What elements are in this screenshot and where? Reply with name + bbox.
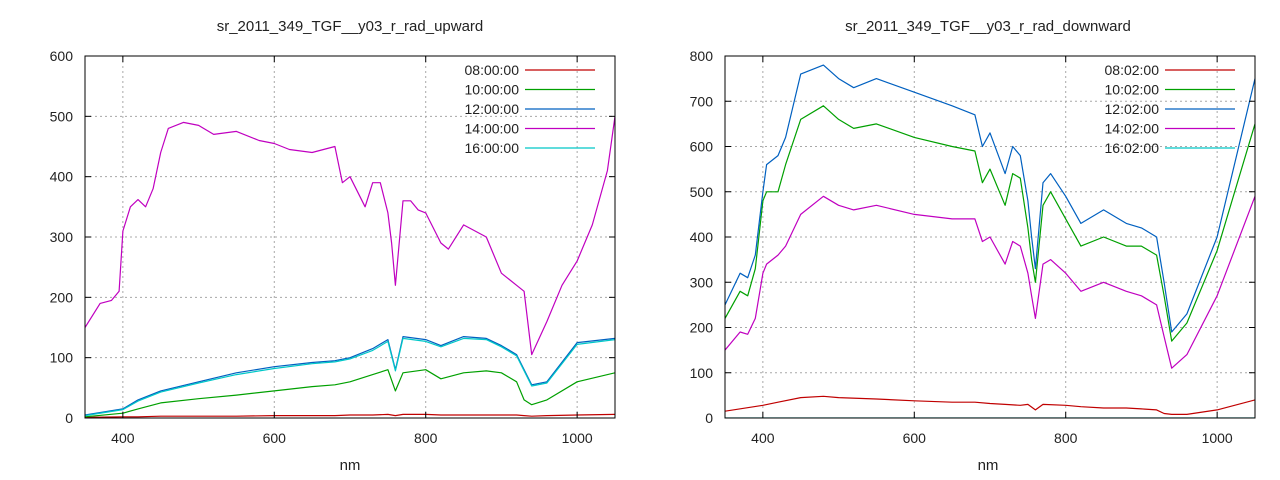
x-tick-label: 600 [903, 430, 927, 446]
y-tick-label: 300 [50, 229, 74, 245]
y-tick-label: 200 [50, 289, 74, 305]
legend-label: 10:02:00 [1105, 82, 1160, 98]
x-axis-label: nm [340, 457, 361, 474]
y-tick-label: 0 [65, 410, 73, 426]
x-tick-label: 1000 [562, 430, 593, 446]
y-tick-label: 300 [690, 274, 714, 290]
y-tick-label: 100 [690, 365, 714, 381]
series-line-1 [725, 105, 1255, 342]
y-tick-label: 700 [690, 93, 714, 109]
series-line-4 [85, 337, 615, 417]
y-tick-label: 400 [50, 169, 74, 185]
legend-label: 14:02:00 [1105, 121, 1160, 137]
legend-label: 12:00:00 [465, 101, 520, 117]
legend-label: 16:02:00 [1105, 140, 1160, 156]
legend-label: 16:00:00 [465, 140, 520, 156]
series-line-2 [725, 64, 1255, 333]
legend-label: 08:00:00 [465, 62, 520, 78]
x-tick-label: 800 [1054, 430, 1078, 446]
x-tick-label: 400 [111, 430, 135, 446]
x-tick-label: 400 [751, 430, 775, 446]
x-tick-label: 800 [414, 430, 438, 446]
y-tick-label: 200 [690, 320, 714, 336]
chart-title: sr_2011_349_TGF__y03_r_rad_upward [217, 18, 484, 35]
chart-title: sr_2011_349_TGF__y03_r_rad_downward [845, 18, 1131, 35]
chart-upward: sr_2011_349_TGF__y03_r_rad_upward 0 100 20… [50, 18, 616, 474]
y-tick-label: 400 [690, 229, 714, 245]
y-tick-label: 100 [50, 350, 74, 366]
y-tick-label: 500 [690, 184, 714, 200]
chart-downward: sr_2011_349_TGF__y03_r_rad_downward 0 100… [690, 18, 1256, 474]
legend-label: 10:00:00 [465, 82, 520, 98]
legend-label: 08:02:00 [1105, 62, 1160, 78]
y-tick-label: 600 [690, 139, 714, 155]
x-tick-label: 600 [263, 430, 287, 446]
series-line-3 [85, 116, 615, 356]
series-line-0 [725, 395, 1255, 415]
x-tick-label: 1000 [1202, 430, 1233, 446]
legend-label: 14:00:00 [465, 121, 520, 137]
y-tick-label: 0 [705, 410, 713, 426]
series-line-3 [725, 195, 1255, 369]
y-tick-label: 800 [690, 48, 714, 64]
series-line-1 [85, 369, 615, 418]
series-line-0 [85, 413, 615, 418]
y-tick-label: 500 [50, 108, 74, 124]
y-tick-label: 600 [50, 48, 74, 64]
x-axis-label: nm [978, 457, 999, 474]
legend-label: 12:02:00 [1105, 101, 1160, 117]
